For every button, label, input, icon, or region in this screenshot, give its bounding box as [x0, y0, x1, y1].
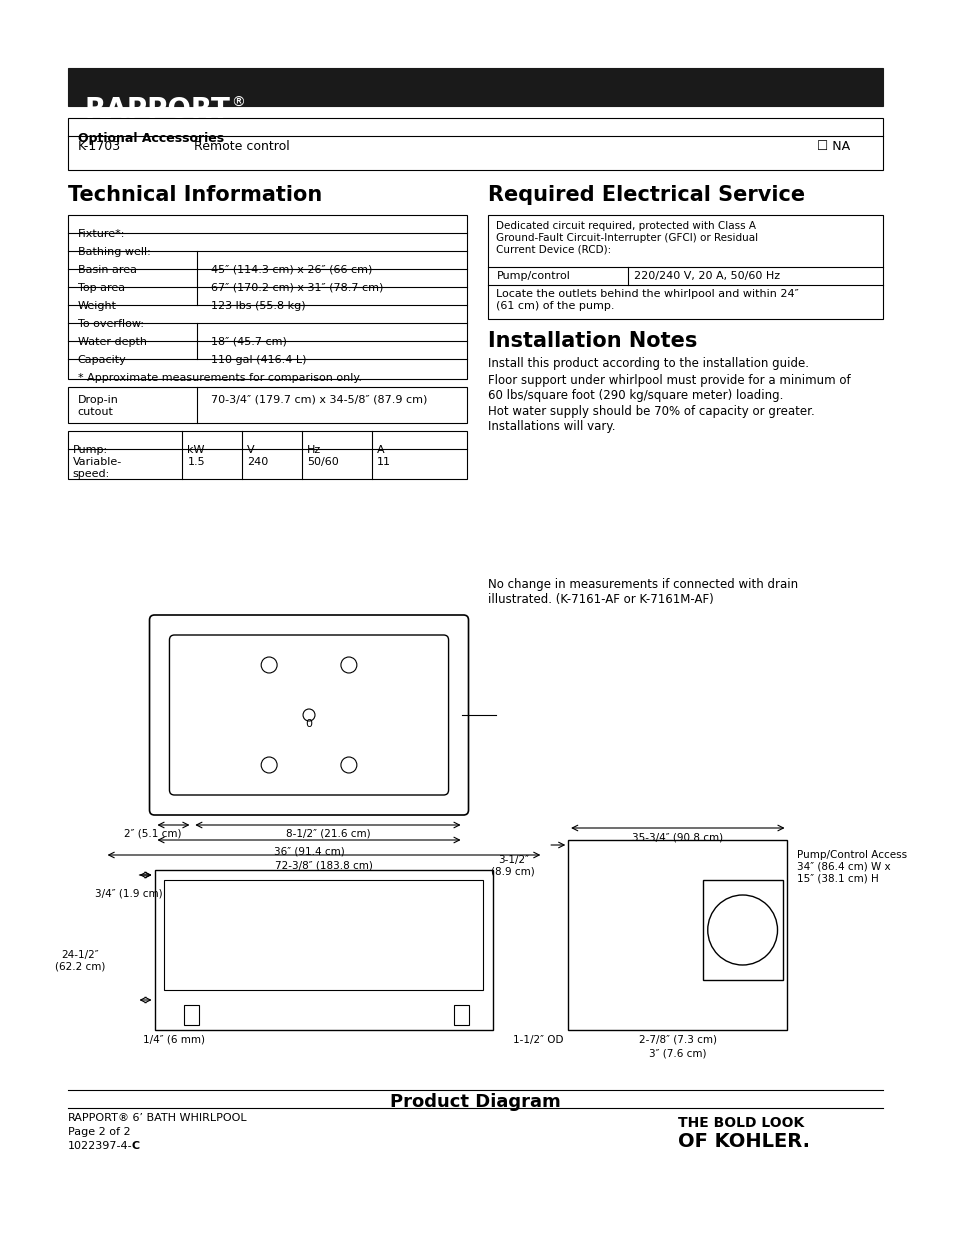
Text: Technical Information: Technical Information [68, 185, 322, 205]
Text: OF KOHLER.: OF KOHLER. [678, 1132, 809, 1151]
Text: 8-1/2″ (21.6 cm): 8-1/2″ (21.6 cm) [285, 827, 370, 839]
Circle shape [340, 657, 356, 673]
Bar [453, 1005, 468, 1025]
FancyBboxPatch shape [150, 615, 468, 815]
Circle shape [261, 657, 276, 673]
Text: 70-3/4″ (179.7 cm) x 34-5/8″ (87.9 cm): 70-3/4″ (179.7 cm) x 34-5/8″ (87.9 cm) [212, 395, 427, 405]
Text: Remote control: Remote control [194, 140, 290, 153]
Bar [68, 68, 882, 106]
Circle shape [340, 757, 356, 773]
Text: 18″ (45.7 cm): 18″ (45.7 cm) [212, 337, 287, 347]
Text: kW: kW [187, 445, 205, 454]
Text: Fixture*:: Fixture*: [78, 228, 125, 240]
Text: K-1703: K-1703 [78, 140, 121, 153]
Text: Pump:: Pump: [72, 445, 108, 454]
Text: Product Diagram: Product Diagram [390, 1093, 560, 1112]
Text: 110 gal (416.4 L): 110 gal (416.4 L) [212, 354, 307, 366]
Text: 123 lbs (55.8 kg): 123 lbs (55.8 kg) [212, 301, 306, 311]
Text: Weight: Weight [78, 301, 116, 311]
Text: Installation Notes: Installation Notes [488, 331, 697, 351]
Text: Dedicated circuit required, protected with Class A
Ground-Fault Circuit-Interrup: Dedicated circuit required, protected wi… [496, 221, 758, 254]
Text: ® 6’ BATH WHIRLPOOL: ® 6’ BATH WHIRLPOOL [117, 1113, 246, 1123]
Bar [184, 1005, 199, 1025]
FancyBboxPatch shape [170, 635, 448, 795]
Text: RAPPORT: RAPPORT [68, 1113, 118, 1123]
Text: To overflow:: To overflow: [78, 319, 144, 329]
Text: 35-3/4″ (90.8 cm): 35-3/4″ (90.8 cm) [632, 832, 722, 842]
Bar [68, 431, 466, 479]
Text: ®: ® [231, 96, 245, 110]
Text: A: A [376, 445, 384, 454]
Circle shape [707, 895, 777, 965]
Text: * Approximate measurements for comparison only.: * Approximate measurements for compariso… [78, 373, 361, 383]
Text: Pump/Control Access
34″ (86.4 cm) W x
15″ (38.1 cm) H: Pump/Control Access 34″ (86.4 cm) W x 15… [797, 850, 906, 883]
Text: Top area: Top area [78, 283, 125, 293]
Text: 0: 0 [305, 719, 312, 729]
Text: Install this product according to the installation guide.: Install this product according to the in… [488, 357, 808, 370]
Bar [68, 215, 466, 379]
Text: ☐ NA: ☐ NA [817, 140, 850, 153]
Text: Pump/control: Pump/control [496, 270, 570, 282]
Text: RAPPORT: RAPPORT [85, 96, 231, 124]
Text: Hz: Hz [307, 445, 321, 454]
Text: 72-3/8″ (183.8 cm): 72-3/8″ (183.8 cm) [274, 861, 373, 871]
Text: 1022397-4-: 1022397-4- [68, 1141, 132, 1151]
Text: 50/60: 50/60 [307, 457, 338, 467]
Text: 36″ (91.4 cm): 36″ (91.4 cm) [274, 846, 344, 856]
Text: Page 2 of 2: Page 2 of 2 [68, 1128, 131, 1137]
Text: 2″ (5.1 cm): 2″ (5.1 cm) [124, 827, 181, 839]
Text: Capacity: Capacity [78, 354, 127, 366]
Bar [68, 387, 466, 424]
Bar [488, 215, 882, 319]
Bar [68, 119, 882, 170]
Text: 3″ (7.6 cm): 3″ (7.6 cm) [648, 1049, 706, 1058]
Text: 2-7/8″ (7.3 cm): 2-7/8″ (7.3 cm) [639, 1035, 716, 1045]
Text: 24-1/2″
(62.2 cm): 24-1/2″ (62.2 cm) [54, 950, 105, 972]
Text: Bathing well:: Bathing well: [78, 247, 151, 257]
Text: 3/4″ (1.9 cm): 3/4″ (1.9 cm) [94, 888, 162, 898]
Bar [164, 881, 483, 990]
Text: No change in measurements if connected with drain
illustrated. (K-7161-AF or K-7: No change in measurements if connected w… [488, 578, 798, 606]
Text: 1/4″ (6 mm): 1/4″ (6 mm) [143, 1035, 205, 1045]
Text: 220/240 V, 20 A, 50/60 Hz: 220/240 V, 20 A, 50/60 Hz [634, 270, 780, 282]
Text: Locate the outlets behind the whirlpool and within 24″
(61 cm) of the pump.: Locate the outlets behind the whirlpool … [496, 289, 799, 310]
Text: Required Electrical Service: Required Electrical Service [488, 185, 804, 205]
Text: 45″ (114.3 cm) x 26″ (66 cm): 45″ (114.3 cm) x 26″ (66 cm) [212, 266, 373, 275]
Text: 1.5: 1.5 [187, 457, 205, 467]
Text: Basin area: Basin area [78, 266, 136, 275]
Text: V: V [247, 445, 254, 454]
Text: THE BOLD LOOK: THE BOLD LOOK [678, 1116, 803, 1130]
Text: 67″ (170.2 cm) x 31″ (78.7 cm): 67″ (170.2 cm) x 31″ (78.7 cm) [212, 283, 383, 293]
Text: Optional Accessories: Optional Accessories [78, 132, 224, 144]
Text: 11: 11 [376, 457, 391, 467]
Circle shape [303, 709, 314, 721]
Text: Hot water supply should be 70% of capacity or greater.
Installations will vary.: Hot water supply should be 70% of capaci… [488, 405, 815, 433]
Bar [568, 840, 786, 1030]
Bar [702, 881, 781, 981]
Text: 3-1/2″
(8.9 cm): 3-1/2″ (8.9 cm) [491, 855, 535, 877]
Text: C: C [132, 1141, 139, 1151]
Text: 1-1/2″ OD: 1-1/2″ OD [513, 1035, 563, 1045]
Text: Floor support under whirlpool must provide for a minimum of
60 lbs/square foot (: Floor support under whirlpool must provi… [488, 374, 850, 403]
Text: Water depth: Water depth [78, 337, 147, 347]
Text: 240: 240 [247, 457, 268, 467]
Bar [154, 869, 493, 1030]
Circle shape [261, 757, 276, 773]
Text: Drop-in
cutout: Drop-in cutout [78, 395, 118, 416]
Text: Variable-
speed:: Variable- speed: [72, 457, 122, 479]
